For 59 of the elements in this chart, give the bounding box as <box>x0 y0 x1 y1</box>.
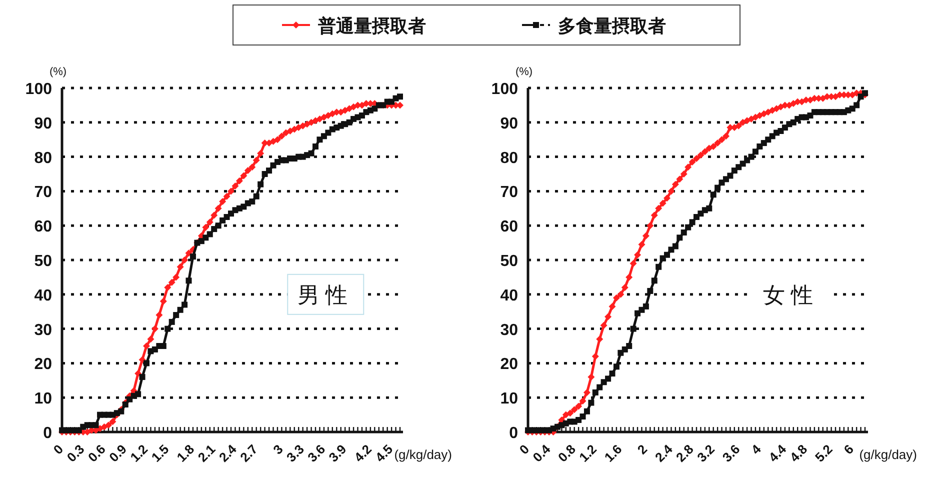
x-tick-label: 2.4 <box>652 440 676 465</box>
y-tick-label: 60 <box>500 218 518 236</box>
y-tick-label: 20 <box>500 356 518 374</box>
x-tick-label: 4 <box>748 440 764 458</box>
x-tick-label: 0 <box>516 442 532 458</box>
x-axis-title: (g/kg/day) <box>859 447 917 462</box>
x-tick-label: 0.8 <box>555 442 578 465</box>
x-tick-label: 3.6 <box>719 442 743 465</box>
y-axis-title: (%) <box>49 66 67 78</box>
x-tick-label: 2.4 <box>216 440 240 465</box>
y-tick-label: 0 <box>43 425 52 442</box>
y-tick-label: 10 <box>34 390 52 408</box>
x-tick-label: 2.8 <box>673 442 696 465</box>
y-tick-label: 50 <box>500 253 518 270</box>
x-tick-label: 1.5 <box>148 442 172 465</box>
y-tick-label: 60 <box>34 218 52 236</box>
y-axis-title: (%) <box>515 66 533 78</box>
x-tick-label: 2 <box>634 442 650 458</box>
x-tick-label: 0.4 <box>530 440 554 465</box>
x-tick-label: 1.2 <box>127 442 151 465</box>
x-tick-label: 1.6 <box>601 442 625 465</box>
x-tick-label: 3.3 <box>284 442 307 465</box>
y-tick-label: 80 <box>500 150 518 167</box>
x-tick-label: 4.2 <box>351 442 375 465</box>
y-tick-label: 10 <box>500 390 518 408</box>
y-tick-label: 20 <box>34 356 52 374</box>
y-tick-label: 30 <box>500 322 518 339</box>
y-tick-label: 80 <box>34 150 52 167</box>
x-tick-label: 3.2 <box>694 442 718 465</box>
x-tick-label: 1.2 <box>576 442 600 465</box>
y-tick-label: 90 <box>34 115 52 132</box>
y-tick-label: 40 <box>34 287 52 304</box>
x-axis-title: (g/kg/day) <box>394 447 452 462</box>
x-tick-label: 3.9 <box>326 442 350 465</box>
x-tick-label: 0.3 <box>64 442 88 465</box>
legend-label: 普通量摂取者 <box>317 16 426 36</box>
x-tick-label: 6 <box>840 442 856 458</box>
y-tick-label: 90 <box>500 115 518 132</box>
x-tick-label: 0.9 <box>106 442 130 465</box>
annotation: 男性 <box>298 282 354 308</box>
x-tick-label: 4.5 <box>372 442 396 465</box>
x-tick-label: 0.6 <box>84 442 108 465</box>
x-tick-label: 0 <box>50 442 66 458</box>
annotation: 女性 <box>762 282 819 308</box>
y-tick-label: 50 <box>34 253 52 270</box>
legend-label: 多食量摂取者 <box>558 16 666 36</box>
x-tick-label: 2.7 <box>237 442 260 465</box>
x-tick-label: 3.6 <box>304 442 328 465</box>
y-tick-label: 70 <box>500 184 518 202</box>
x-tick-label: 2.1 <box>194 442 218 465</box>
y-tick-label: 70 <box>34 184 52 202</box>
y-tick-label: 100 <box>491 81 518 98</box>
x-tick-label: 1.8 <box>174 442 198 465</box>
x-tick-label: 5.2 <box>812 442 836 465</box>
x-tick-label: 3 <box>270 442 286 458</box>
y-tick-label: 30 <box>34 322 52 339</box>
y-tick-label: 40 <box>500 287 518 304</box>
y-tick-label: 0 <box>509 425 518 442</box>
y-tick-label: 100 <box>25 81 52 98</box>
